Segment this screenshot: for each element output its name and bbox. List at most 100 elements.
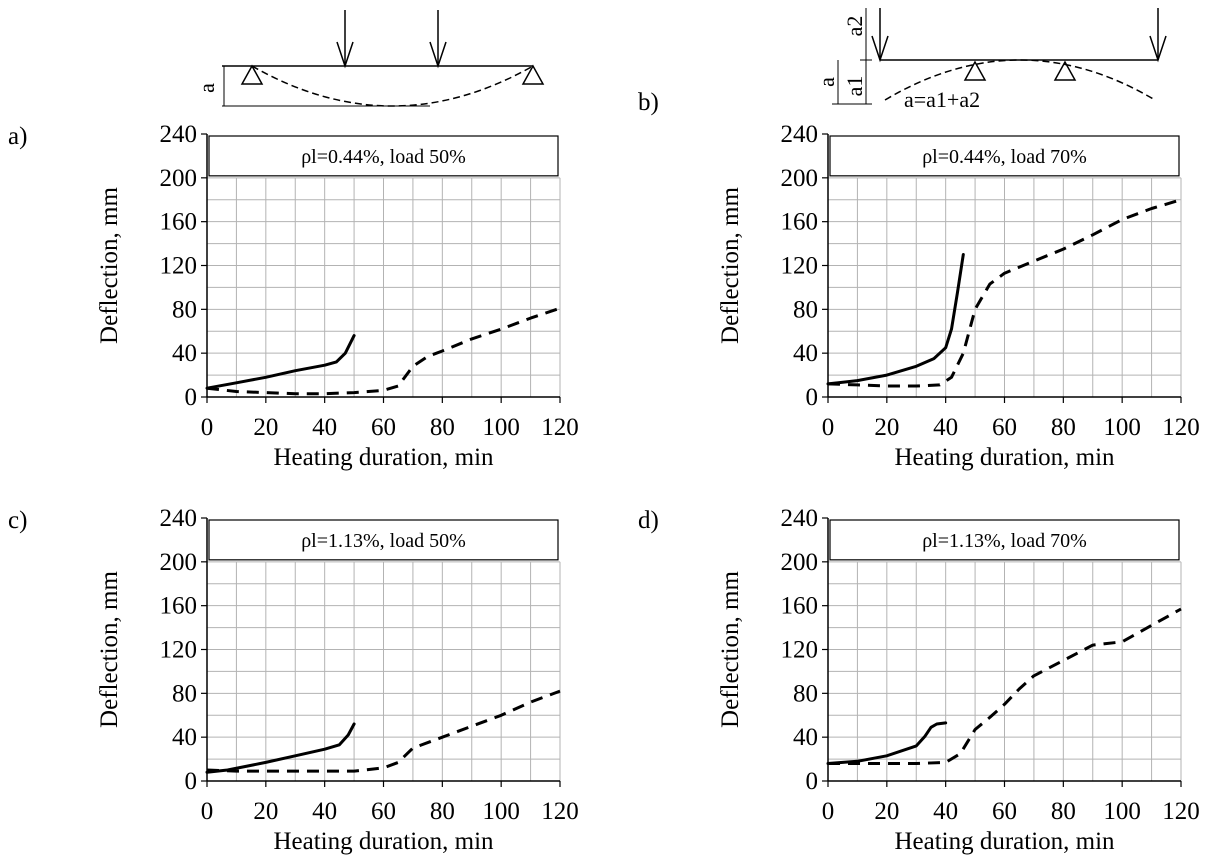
y-tick-label: 200	[160, 549, 198, 576]
y-tick-label: 240	[160, 505, 198, 532]
y-tick-label: 120	[781, 637, 819, 664]
deflected-shape-curve	[251, 65, 534, 107]
simply-supported-beam-diagram: a	[194, 10, 545, 107]
x-tick-label: 100	[482, 798, 520, 825]
x-axis-label: Heating duration, min	[273, 444, 494, 471]
y-tick-label: 0	[185, 768, 198, 795]
x-tick-label: 120	[1162, 798, 1200, 825]
y-tick-label: 160	[160, 209, 198, 236]
x-tick-label: 0	[201, 414, 214, 441]
load-arrow-icon	[336, 10, 354, 69]
deflection-symbol: a	[194, 83, 219, 93]
y-tick-label: 120	[160, 253, 198, 280]
x-tick-label: 20	[874, 414, 899, 441]
gridlines	[828, 561, 1182, 781]
y-tick-label: 80	[172, 296, 197, 323]
y-tick-label: 240	[160, 121, 198, 148]
x-tick-label: 40	[312, 798, 337, 825]
chart-panel-d: ρl=1.13%, load 70% 0 40 80 120 160 200 240 0 20 40…	[638, 505, 1200, 855]
x-tick-label: 120	[541, 798, 579, 825]
x-tick-label: 0	[822, 798, 835, 825]
x-tick-label: 80	[1051, 414, 1076, 441]
panel-label: a)	[8, 123, 27, 150]
right-support-icon	[521, 64, 545, 85]
y-tick-label: 200	[160, 165, 198, 192]
series-line-dashed	[206, 689, 561, 773]
y-tick-label: 0	[806, 768, 819, 795]
x-tick-label: 0	[822, 414, 835, 441]
left-support-icon	[963, 60, 987, 81]
x-axis-label: Heating duration, min	[894, 444, 1115, 471]
y-tick-label: 40	[172, 724, 197, 751]
y-tick-label: 0	[185, 384, 198, 411]
panel-label: b)	[638, 89, 659, 116]
series-line-solid	[205, 722, 356, 774]
x-tick-label: 40	[312, 414, 337, 441]
x-tick-label: 20	[253, 798, 278, 825]
x-tick-label: 120	[541, 414, 579, 441]
panel-label: d)	[638, 507, 659, 534]
x-tick-label: 80	[430, 414, 455, 441]
y-tick-label: 160	[781, 593, 819, 620]
gridlines	[207, 177, 561, 397]
deflection-part1-symbol: a1	[842, 76, 867, 97]
right-support-icon	[1053, 60, 1077, 81]
series-line-solid	[826, 253, 965, 386]
series-line-solid	[205, 334, 356, 390]
x-tick-label: 80	[1051, 798, 1076, 825]
x-tick-label: 40	[933, 414, 958, 441]
y-tick-label: 120	[160, 637, 198, 664]
y-tick-label: 80	[793, 296, 818, 323]
legend-box	[208, 135, 559, 177]
x-tick-label: 100	[482, 414, 520, 441]
x-tick-label: 60	[992, 798, 1017, 825]
series-line-solid	[826, 721, 948, 765]
y-tick-label: 240	[781, 505, 819, 532]
load-arrow-icon	[429, 10, 447, 69]
legend-box	[829, 135, 1180, 177]
y-tick-label: 200	[781, 165, 819, 192]
y-axis-label: Deflection, mm	[96, 571, 123, 728]
y-axis-label: Deflection, mm	[717, 571, 744, 728]
chart-panel-a: ρl=0.44%, load 50% 0 40 80 120 160 200 240 0 20 40…	[8, 121, 579, 471]
y-tick-label: 160	[160, 593, 198, 620]
legend-text: ρl=0.44%, load 50%	[301, 146, 466, 168]
x-tick-label: 60	[992, 414, 1017, 441]
y-tick-label: 40	[793, 340, 818, 367]
panel-label: c)	[8, 507, 27, 534]
series-line-dashed	[206, 306, 561, 396]
legend-box	[208, 519, 559, 561]
x-tick-label: 0	[201, 798, 214, 825]
y-tick-label: 0	[806, 384, 819, 411]
y-tick-label: 200	[781, 549, 819, 576]
y-tick-label: 80	[793, 680, 818, 707]
deflection-part2-symbol: a2	[842, 16, 867, 37]
load-arrow-icon	[1149, 8, 1167, 63]
x-tick-label: 20	[874, 798, 899, 825]
y-axis-label: Deflection, mm	[96, 187, 123, 344]
y-tick-label: 160	[781, 209, 819, 236]
x-axis-label: Heating duration, min	[273, 828, 494, 855]
x-tick-label: 60	[371, 798, 396, 825]
chart-panel-b: ρl=0.44%, load 70% 0 40 80 120 160 200 240 0 20 40…	[638, 89, 1200, 471]
deflection-symbol: a	[814, 77, 839, 87]
legend-text: ρl=1.13%, load 50%	[301, 530, 466, 552]
series-line-dashed	[828, 607, 1182, 765]
legend-box	[829, 519, 1180, 561]
deflected-shape-curve	[884, 59, 1156, 101]
y-tick-label: 240	[781, 121, 819, 148]
legend-text: ρl=0.44%, load 70%	[922, 146, 1087, 168]
y-tick-label: 120	[781, 253, 819, 280]
x-tick-label: 40	[933, 798, 958, 825]
y-tick-label: 80	[172, 680, 197, 707]
y-tick-label: 40	[793, 724, 818, 751]
y-tick-label: 40	[172, 340, 197, 367]
x-tick-label: 120	[1162, 414, 1200, 441]
deflection-formula: a=a1+a2	[904, 87, 980, 112]
gridlines	[207, 561, 561, 781]
x-tick-label: 80	[430, 798, 455, 825]
x-tick-label: 100	[1103, 798, 1141, 825]
left-support-icon	[240, 64, 264, 85]
x-axis-label: Heating duration, min	[894, 828, 1115, 855]
